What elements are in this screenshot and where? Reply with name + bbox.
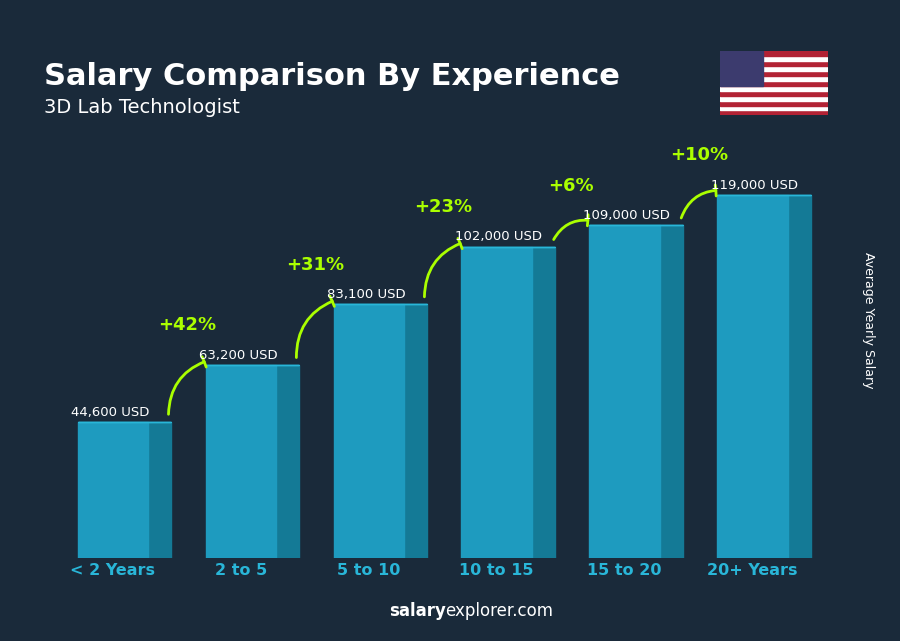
Text: 44,600 USD: 44,600 USD [71, 406, 149, 419]
Polygon shape [532, 247, 555, 558]
Polygon shape [462, 247, 532, 558]
Bar [720, 96, 828, 101]
Text: Salary Comparison By Experience: Salary Comparison By Experience [44, 62, 620, 91]
Bar [720, 106, 828, 110]
Bar [720, 71, 828, 76]
Bar [720, 51, 763, 86]
Text: explorer.com: explorer.com [446, 602, 554, 620]
Bar [720, 76, 828, 81]
Bar [720, 61, 828, 66]
Polygon shape [77, 422, 148, 558]
Text: 109,000 USD: 109,000 USD [583, 209, 670, 222]
Bar [720, 110, 828, 115]
Text: Average Yearly Salary: Average Yearly Salary [862, 253, 875, 388]
Bar [720, 66, 828, 71]
Text: +42%: +42% [158, 317, 216, 335]
Bar [720, 101, 828, 106]
Text: +6%: +6% [548, 177, 594, 195]
Text: 102,000 USD: 102,000 USD [455, 231, 542, 244]
Text: 63,200 USD: 63,200 USD [199, 349, 278, 362]
Bar [720, 56, 828, 61]
Polygon shape [660, 225, 683, 558]
Text: +10%: +10% [670, 146, 728, 164]
Bar [720, 81, 828, 86]
Text: 119,000 USD: 119,000 USD [711, 179, 798, 192]
Polygon shape [148, 422, 171, 558]
Text: +23%: +23% [414, 198, 472, 216]
Polygon shape [590, 225, 660, 558]
Bar [720, 91, 828, 96]
Polygon shape [205, 365, 276, 558]
Polygon shape [334, 304, 404, 558]
Polygon shape [276, 365, 299, 558]
Text: +31%: +31% [286, 256, 344, 274]
Polygon shape [788, 195, 811, 558]
Text: 83,100 USD: 83,100 USD [327, 288, 406, 301]
Text: 3D Lab Technologist: 3D Lab Technologist [44, 97, 240, 117]
Bar [720, 86, 828, 91]
Text: salary: salary [389, 602, 446, 620]
Polygon shape [717, 195, 788, 558]
Polygon shape [404, 304, 427, 558]
Bar [720, 51, 828, 56]
